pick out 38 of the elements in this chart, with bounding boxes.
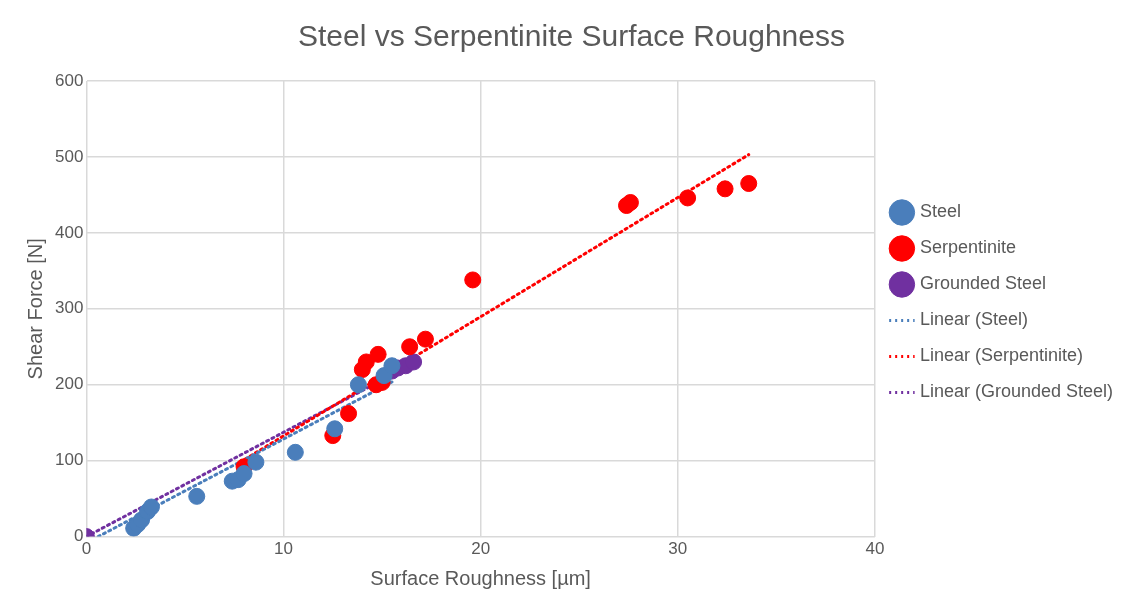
point bbox=[383, 357, 401, 375]
y-tick-label: 600 bbox=[54, 70, 84, 90]
legend-label: Steel bbox=[919, 201, 961, 222]
legend-label: Grounded Steel bbox=[919, 273, 1046, 294]
legend-label: Linear (Grounded Steel) bbox=[919, 381, 1114, 402]
y-axis-title: Shear Force [N] bbox=[23, 238, 46, 380]
point bbox=[679, 189, 697, 207]
y-tick-label: 300 bbox=[54, 298, 84, 318]
point bbox=[188, 487, 206, 505]
point bbox=[349, 376, 367, 394]
x-tick-label: 30 bbox=[668, 539, 688, 559]
y-tick-label: 400 bbox=[54, 222, 84, 242]
x-axis-title: Surface Roughness [µm] bbox=[370, 566, 591, 589]
x-tick-label: 40 bbox=[865, 539, 885, 559]
point bbox=[286, 443, 304, 461]
point bbox=[340, 405, 358, 423]
point bbox=[716, 180, 734, 198]
point bbox=[416, 330, 434, 348]
point bbox=[621, 193, 639, 211]
point bbox=[369, 345, 387, 363]
legend-label: Serpentinite bbox=[919, 237, 1016, 258]
point bbox=[464, 271, 482, 289]
point bbox=[740, 175, 758, 193]
x-tick-label: 20 bbox=[471, 539, 491, 559]
legend-label: Linear (Steel) bbox=[919, 309, 1028, 330]
point bbox=[401, 338, 419, 356]
point bbox=[142, 498, 160, 516]
y-tick-label: 100 bbox=[54, 450, 84, 470]
point bbox=[235, 465, 253, 483]
point bbox=[326, 420, 344, 438]
chart-title: Steel vs Serpentinite Surface Roughness bbox=[298, 19, 845, 53]
point bbox=[405, 353, 423, 371]
y-tick-label: 500 bbox=[54, 146, 84, 166]
point bbox=[247, 453, 265, 471]
legend-label: Linear (Serpentinite) bbox=[919, 345, 1083, 366]
point bbox=[357, 353, 375, 371]
y-tick-label: 200 bbox=[54, 374, 84, 394]
x-tick-label: 10 bbox=[274, 539, 293, 559]
